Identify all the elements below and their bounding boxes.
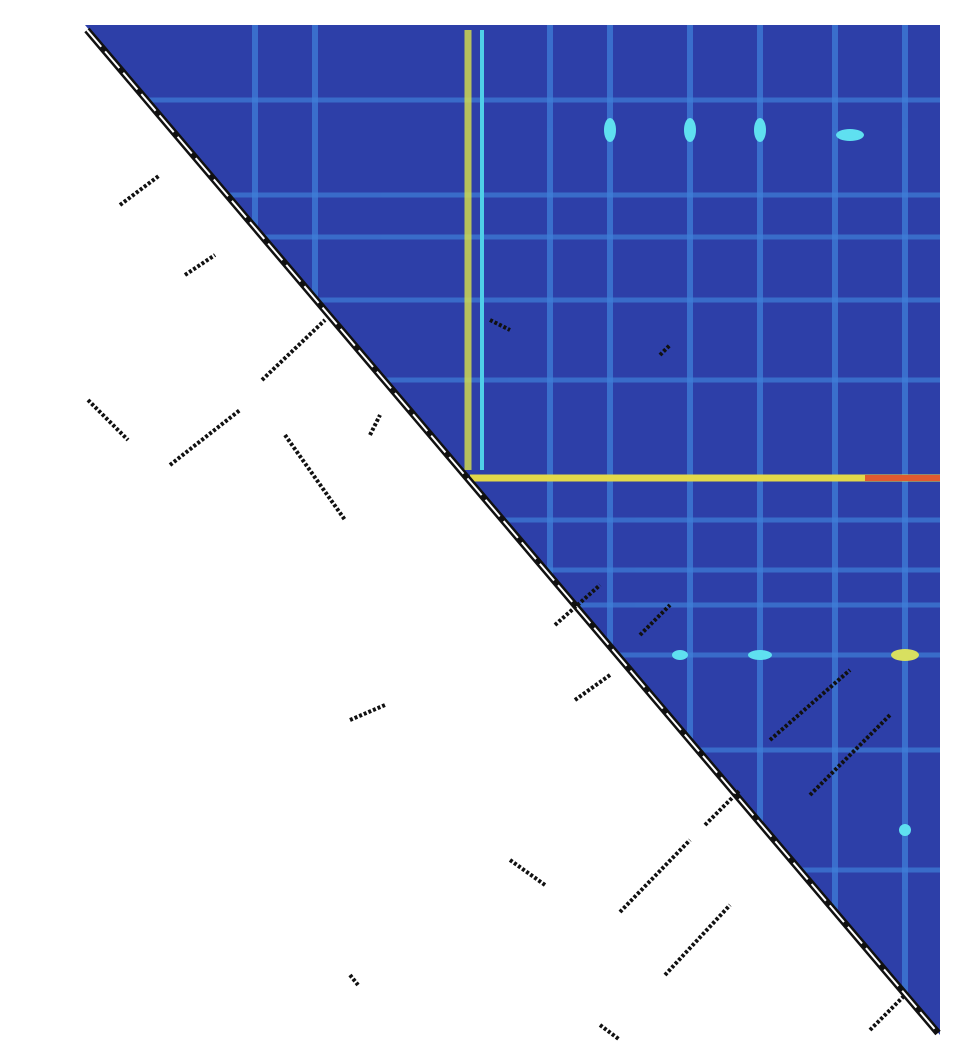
trace [618,838,692,914]
trace [598,1023,622,1042]
trace [703,788,742,827]
trace [183,253,217,277]
trace [768,668,852,742]
trace [118,173,162,207]
contact-traces [86,173,907,1042]
hotspot [836,129,864,141]
trace [349,703,386,722]
hotspot [748,650,772,660]
diagonal-dash [86,29,939,1034]
trace [508,858,547,887]
hotspot [899,824,911,836]
trace [348,973,360,987]
trace [663,903,732,977]
trace [489,318,511,332]
hotspots [604,118,919,836]
trace [368,414,382,436]
trace [808,713,892,797]
trace [638,603,672,637]
hotspot [891,649,919,661]
trace [86,398,130,442]
trace [658,343,672,357]
trace [553,583,602,627]
trace [260,318,327,382]
hotspot [754,118,766,142]
trace [573,673,612,702]
trace [283,433,347,522]
trace [868,993,907,1032]
hotspot [672,650,688,660]
hotspot [684,118,696,142]
hotspot [604,118,616,142]
